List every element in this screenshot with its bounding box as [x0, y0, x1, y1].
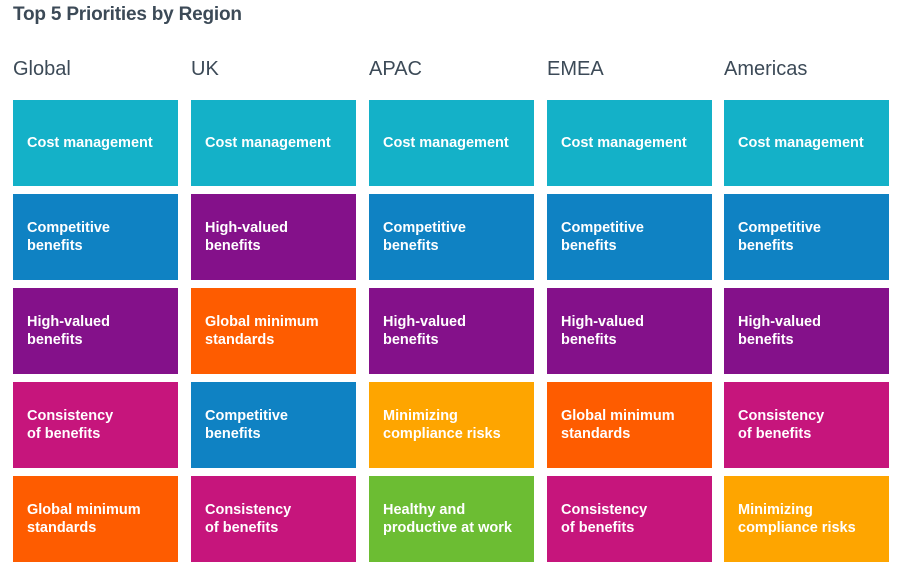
- priority-label: Cost management: [561, 135, 687, 151]
- priority-cell: Consistency of benefits: [724, 382, 889, 468]
- priority-cell: Consistency of benefits: [13, 382, 178, 468]
- priority-cell: Cost management: [369, 100, 534, 186]
- priority-label: Competitive benefits: [205, 408, 288, 442]
- priority-label: Consistency of benefits: [561, 502, 648, 536]
- priority-cell: Global minimum standards: [547, 382, 712, 468]
- priority-label: Competitive benefits: [383, 220, 466, 254]
- priority-label: High-valued benefits: [27, 314, 110, 348]
- priority-label: Cost management: [738, 135, 864, 151]
- priority-cell: Healthy and productive at work: [369, 476, 534, 562]
- priority-label: Consistency of benefits: [27, 408, 114, 442]
- priority-cell: Competitive benefits: [369, 194, 534, 280]
- priority-label: Minimizing compliance risks: [383, 408, 501, 442]
- priority-cell: Competitive benefits: [13, 194, 178, 280]
- priority-label: Cost management: [27, 135, 153, 151]
- priority-label: Cost management: [205, 135, 331, 151]
- priority-label: High-valued benefits: [738, 314, 821, 348]
- priority-label: Healthy and productive at work: [383, 502, 512, 536]
- priority-label: Global minimum standards: [205, 314, 319, 348]
- priority-label: Minimizing compliance risks: [738, 502, 856, 536]
- chart-title: Top 5 Priorities by Region: [13, 4, 242, 25]
- region-header: Global: [13, 58, 71, 80]
- priority-cell: High-valued benefits: [724, 288, 889, 374]
- region-header: EMEA: [547, 58, 604, 80]
- priority-label: Global minimum standards: [561, 408, 675, 442]
- priority-label: Competitive benefits: [27, 220, 110, 254]
- priority-label: High-valued benefits: [383, 314, 466, 348]
- region-header: Americas: [724, 58, 808, 80]
- priority-cell: Competitive benefits: [547, 194, 712, 280]
- priority-cell: High-valued benefits: [13, 288, 178, 374]
- priority-cell: Consistency of benefits: [547, 476, 712, 562]
- priority-cell: Cost management: [191, 100, 356, 186]
- priority-cell: High-valued benefits: [369, 288, 534, 374]
- priority-label: Cost management: [383, 135, 509, 151]
- priority-label: High-valued benefits: [561, 314, 644, 348]
- priority-cell: Global minimum standards: [191, 288, 356, 374]
- priority-cell: Cost management: [547, 100, 712, 186]
- priority-label: High-valued benefits: [205, 220, 288, 254]
- priority-label: Consistency of benefits: [738, 408, 825, 442]
- priority-label: Global minimum standards: [27, 502, 141, 536]
- priority-label: Competitive benefits: [738, 220, 821, 254]
- priority-cell: Cost management: [13, 100, 178, 186]
- region-header: UK: [191, 58, 219, 80]
- priority-cell: High-valued benefits: [547, 288, 712, 374]
- priority-cell: High-valued benefits: [191, 194, 356, 280]
- priority-cell: Cost management: [724, 100, 889, 186]
- priority-label: Consistency of benefits: [205, 502, 292, 536]
- priority-cell: Consistency of benefits: [191, 476, 356, 562]
- priority-cell: Minimizing compliance risks: [724, 476, 889, 562]
- priority-cell: Minimizing compliance risks: [369, 382, 534, 468]
- region-header: APAC: [369, 58, 422, 80]
- priority-cell: Global minimum standards: [13, 476, 178, 562]
- priority-label: Competitive benefits: [561, 220, 644, 254]
- priority-cell: Competitive benefits: [724, 194, 889, 280]
- priority-cell: Competitive benefits: [191, 382, 356, 468]
